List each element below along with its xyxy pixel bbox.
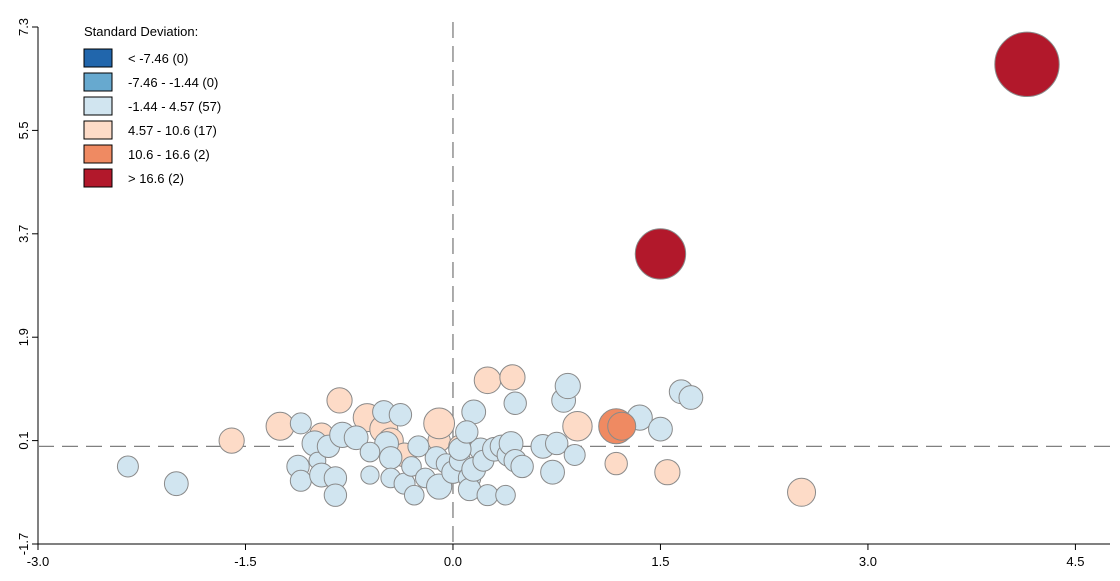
x-tick-label: 1.5	[651, 554, 669, 569]
data-point	[423, 407, 456, 440]
legend-swatch	[83, 72, 113, 92]
data-point	[388, 403, 413, 427]
data-point	[455, 420, 479, 444]
data-point	[360, 465, 380, 485]
data-point	[163, 471, 189, 497]
legend-swatch	[83, 120, 113, 140]
legend-entry-label: -1.44 - 4.57 (57)	[128, 99, 221, 114]
data-point	[607, 411, 637, 441]
legend-swatch	[83, 96, 113, 116]
data-point	[554, 372, 581, 400]
x-tick-label: 4.5	[1066, 554, 1084, 569]
legend-swatch	[83, 168, 113, 188]
data-point	[678, 385, 704, 410]
data-point	[540, 459, 565, 485]
data-point	[265, 411, 295, 441]
legend-swatch	[83, 144, 113, 164]
data-point	[604, 451, 628, 476]
data-point	[499, 364, 526, 391]
data-point	[461, 399, 487, 425]
y-tick-label: 1.9	[16, 328, 31, 346]
legend-swatch	[83, 48, 113, 68]
data-point	[403, 484, 425, 506]
data-point	[545, 431, 569, 456]
y-tick-label: 7.3	[16, 18, 31, 36]
axes: -3.0 -1.5 0.0 1.5 3.0 4.5 -1.7 0.1 1.9 3.7 5.5 7.3	[16, 18, 1110, 569]
data-point	[654, 459, 681, 486]
data-point	[495, 484, 516, 506]
data-point	[218, 427, 245, 454]
data-point	[994, 31, 1060, 98]
legend: Standard Deviation: < -7.46 (0) -7.46 - -1…	[83, 24, 221, 188]
legend-title: Standard Deviation:	[84, 24, 198, 39]
y-tick-label: 3.7	[16, 225, 31, 243]
x-tick-label: 0.0	[444, 554, 462, 569]
data-point	[323, 483, 348, 507]
data-point	[289, 412, 312, 435]
data-point	[634, 228, 687, 280]
legend-entry-label: 4.57 - 10.6 (17)	[128, 123, 217, 138]
y-tick-label: 0.1	[16, 432, 31, 450]
y-tick-label: -1.7	[16, 533, 31, 555]
x-tick-label: -3.0	[27, 554, 49, 569]
y-tick-label: 5.5	[16, 121, 31, 139]
x-tick-label: 3.0	[859, 554, 877, 569]
data-point	[401, 456, 422, 477]
legend-entry-label: > 16.6 (2)	[128, 171, 184, 186]
data-point	[343, 425, 369, 451]
data-point	[648, 416, 673, 442]
data-point	[510, 454, 534, 479]
data-point	[476, 484, 499, 507]
x-tick-label: -1.5	[234, 554, 256, 569]
data-point	[289, 469, 312, 492]
data-point	[379, 446, 403, 470]
data-point	[116, 455, 139, 478]
legend-entry-label: < -7.46 (0)	[128, 51, 188, 66]
data-point	[326, 387, 353, 414]
data-point	[787, 477, 817, 507]
legend-entry-label: -7.46 - -1.44 (0)	[128, 75, 218, 90]
legend-entry-label: 10.6 - 16.6 (2)	[128, 147, 210, 162]
data-points	[116, 31, 1060, 507]
data-point	[563, 443, 586, 466]
data-point	[359, 441, 381, 463]
data-point	[562, 411, 593, 442]
data-point	[407, 435, 430, 458]
data-point	[503, 391, 527, 415]
data-point	[473, 366, 502, 395]
